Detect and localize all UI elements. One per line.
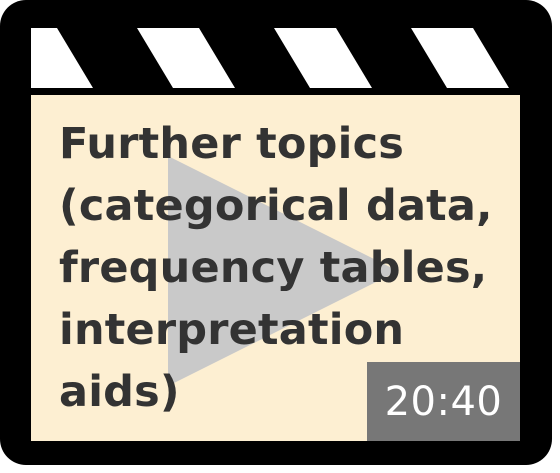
clapperboard-stripes bbox=[31, 28, 509, 88]
title-line: interpretation bbox=[59, 305, 405, 355]
duration-badge: 20:40 bbox=[367, 362, 520, 441]
title-line: aids) bbox=[59, 367, 180, 417]
title-line: frequency tables, bbox=[59, 243, 488, 293]
title-line: (categorical data, bbox=[59, 181, 493, 231]
clapperboard-slate: Further topics (categorical data, freque… bbox=[31, 95, 520, 441]
title-line: Further topics bbox=[59, 119, 405, 169]
video-title: Further topics (categorical data, freque… bbox=[59, 113, 493, 423]
play-icon[interactable] bbox=[168, 156, 398, 386]
duration-label: 20:40 bbox=[384, 378, 503, 425]
video-thumbnail[interactable]: Further topics (categorical data, freque… bbox=[0, 0, 552, 465]
